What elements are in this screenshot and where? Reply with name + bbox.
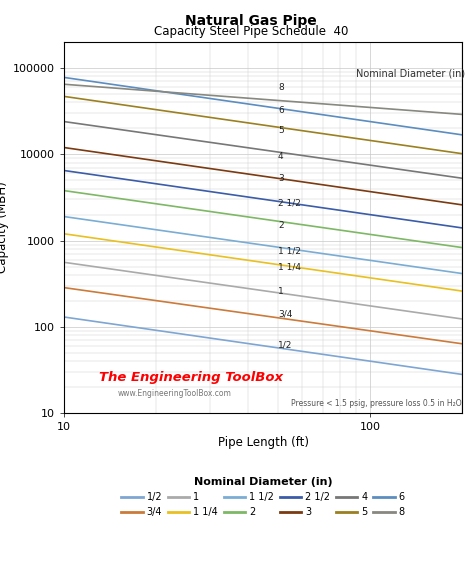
- Text: 1 1/2: 1 1/2: [278, 246, 301, 255]
- Text: 1 1/4: 1 1/4: [278, 263, 301, 272]
- Text: 3/4: 3/4: [278, 310, 292, 319]
- Legend: 1/2, 3/4, 1, 1 1/4, 1 1/2, 2, 2 1/2, 3, 4, 5, 6, 8: 1/2, 3/4, 1, 1 1/4, 1 1/2, 2, 2 1/2, 3, …: [121, 477, 405, 517]
- Text: 5: 5: [278, 126, 283, 135]
- Text: 1: 1: [278, 287, 283, 296]
- Text: 2: 2: [278, 221, 283, 230]
- Text: Natural Gas Pipe: Natural Gas Pipe: [185, 14, 317, 28]
- Text: The Engineering ToolBox: The Engineering ToolBox: [99, 370, 283, 383]
- Text: 2 1/2: 2 1/2: [278, 199, 301, 208]
- Text: Nominal Diameter (in): Nominal Diameter (in): [356, 69, 465, 79]
- Y-axis label: Capacity (MBH): Capacity (MBH): [0, 182, 9, 274]
- Text: 4: 4: [278, 152, 283, 161]
- Text: 8: 8: [278, 83, 283, 92]
- X-axis label: Pipe Length (ft): Pipe Length (ft): [218, 436, 309, 449]
- Text: Capacity Steel Pipe Schedule  40: Capacity Steel Pipe Schedule 40: [154, 25, 348, 38]
- Text: 1/2: 1/2: [278, 340, 292, 349]
- Text: 3: 3: [278, 174, 283, 183]
- Text: 6: 6: [278, 106, 283, 115]
- Text: www.EngineeringToolBox.com: www.EngineeringToolBox.com: [118, 389, 232, 398]
- Text: Pressure < 1.5 psig, pressure loss 0.5 in H₂O: Pressure < 1.5 psig, pressure loss 0.5 i…: [291, 399, 461, 408]
